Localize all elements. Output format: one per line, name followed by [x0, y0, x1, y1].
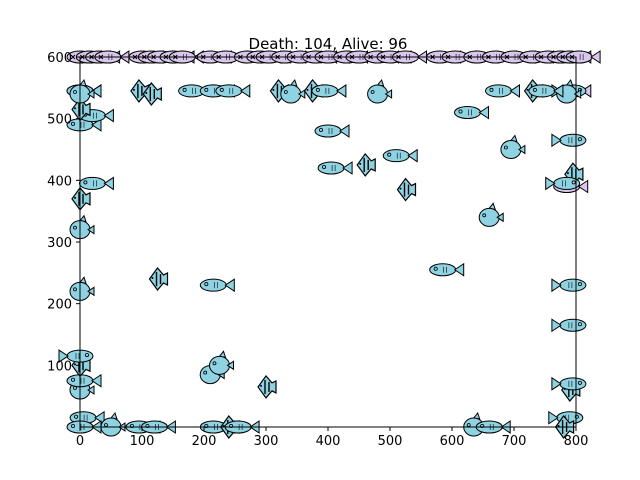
alive-fish-marker — [485, 83, 520, 98]
y-tick-label: 400 — [47, 174, 72, 189]
x-tick-label: 200 — [192, 434, 217, 449]
alive-fish-marker — [69, 276, 95, 301]
alive-fish-marker — [454, 105, 489, 120]
alive-fish-marker — [311, 83, 347, 98]
y-tick-label: 600 — [47, 51, 72, 66]
alive-fish-marker — [215, 83, 251, 98]
y-tick-label: 500 — [47, 113, 72, 128]
alive-fish-marker — [382, 148, 418, 163]
alive-fish-marker — [551, 133, 587, 148]
alive-fish-marker — [66, 373, 102, 388]
alive-fish-marker — [317, 161, 353, 175]
alive-fish-marker — [209, 350, 234, 375]
alive-fish-marker — [142, 82, 162, 106]
x-tick-label: 700 — [502, 434, 527, 449]
alive-fish-marker — [280, 78, 306, 104]
alive-fish-marker — [356, 152, 376, 177]
alive-fish-marker — [551, 278, 587, 293]
alive-fish-marker — [199, 278, 235, 293]
alive-fish-marker — [551, 376, 587, 391]
y-tick-label: 300 — [47, 236, 72, 251]
x-tick-label: 300 — [254, 434, 279, 449]
alive-fish-marker — [500, 134, 526, 159]
alive-fish-marker — [257, 374, 277, 399]
alive-fish-marker — [429, 262, 465, 277]
alive-fish-marker — [148, 267, 169, 291]
dead-fish-marker — [565, 50, 601, 64]
alive-fish-marker — [78, 176, 114, 191]
fish-layer — [58, 50, 601, 439]
chart-title: Death: 104, Alive: 96 — [249, 35, 408, 53]
alive-fish-marker — [367, 78, 393, 104]
alive-fish-marker — [69, 214, 95, 240]
y-axis: 100 200 300 400 500 600 — [47, 51, 80, 374]
alive-fish-marker — [478, 202, 504, 227]
alive-fish-marker — [551, 318, 587, 333]
alive-fish-marker — [396, 177, 417, 202]
alive-fish-marker — [545, 176, 581, 191]
x-tick-label: 500 — [378, 434, 403, 449]
x-tick-label: 600 — [440, 434, 465, 449]
x-tick-label: 800 — [564, 434, 589, 449]
plot-frame — [79, 56, 577, 428]
y-tick-label: 200 — [47, 298, 72, 313]
x-axis: 0 100 200 300 400 500 600 700 800 — [76, 427, 589, 449]
y-tick-label: 100 — [47, 359, 72, 374]
alive-fish-marker — [71, 186, 91, 211]
alive-fish-marker — [528, 83, 564, 98]
alive-fish-marker — [314, 124, 350, 138]
x-tick-label: 400 — [316, 434, 341, 449]
x-tick-label: 100 — [130, 434, 155, 449]
x-tick-label: 0 — [76, 434, 84, 449]
